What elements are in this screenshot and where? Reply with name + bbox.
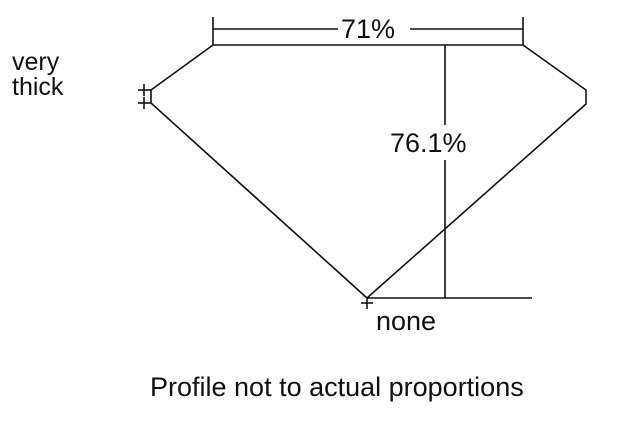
gem-outline [150, 44, 587, 300]
culet-marker [361, 297, 373, 309]
depth-percentage: 76.1% [390, 128, 467, 158]
table-percentage: 71% [341, 14, 396, 44]
girdle-label-line2: thick [12, 73, 64, 101]
caption: Profile not to actual proportions [150, 372, 524, 402]
girdle-label-line1: very [12, 48, 60, 76]
culet-label: none [376, 306, 437, 336]
girdle-marker [138, 84, 151, 109]
girdle-label: very thick [12, 50, 63, 100]
